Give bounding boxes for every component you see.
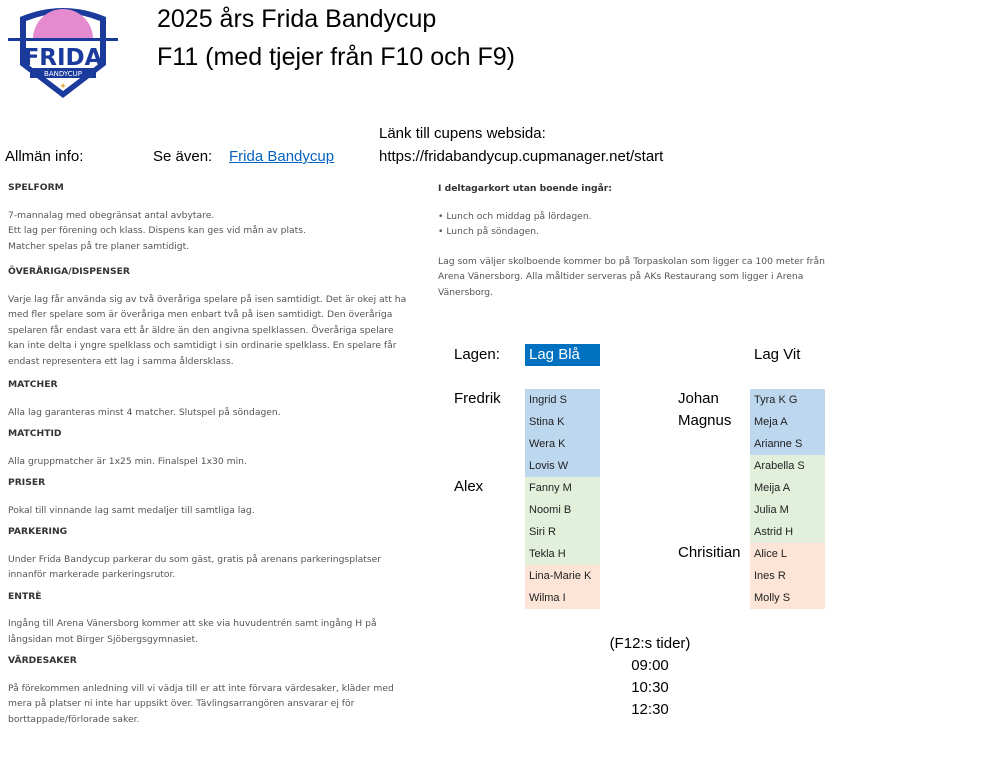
player-cell: Meija A	[750, 477, 825, 499]
section-heading: SPELFORM	[8, 182, 64, 193]
section-text: Varje lag får använda sig av två överåri…	[8, 293, 407, 367]
time-slot: 09:00	[631, 657, 669, 674]
section-heading: PARKERING	[8, 526, 68, 537]
section-text: Matcher spelas på tre planer samtidigt.	[8, 240, 190, 252]
times-label: (F12:s tider)	[609, 635, 691, 652]
page-title: 2025 års Frida Bandycup	[157, 5, 437, 33]
team-bla-header: Lag Blå	[525, 344, 600, 366]
player-cell: Noomi B	[525, 499, 600, 521]
website-url: https://fridabandycup.cupmanager.net/sta…	[379, 148, 664, 165]
section-heading: MATCHER	[8, 379, 58, 390]
section-text: Alla gruppmatcher är 1x25 min. Finalspel…	[8, 455, 247, 467]
time-slot: 10:30	[631, 679, 669, 696]
player-cell: Molly S	[750, 587, 825, 609]
coach-name: Fredrik	[454, 390, 501, 407]
section-heading: ÖVERÅRIGA/DISPENSER	[8, 266, 130, 277]
player-cell: Arianne S	[750, 433, 825, 455]
player-cell: Meja A	[750, 411, 825, 433]
player-cell: Siri R	[525, 521, 600, 543]
section-heading: ENTRÈ	[8, 590, 42, 602]
website-label: Länk till cupens websida:	[379, 125, 546, 142]
player-cell: Tekla H	[525, 543, 600, 565]
player-cell: Ingrid S	[525, 389, 600, 411]
frida-logo: FRIDA BANDYCUP ✦	[8, 3, 118, 101]
player-cell: Wilma I	[525, 587, 600, 609]
page-subtitle: F11 (med tjejer från F10 och F9)	[157, 43, 516, 71]
section-text: Ett lag per förening och klass. Dispens …	[8, 225, 306, 236]
time-slot: 12:30	[631, 701, 669, 718]
coach-name: Johan	[678, 390, 719, 407]
participant-item: • Lunch på söndagen.	[438, 226, 540, 237]
coach-name: Alex	[454, 478, 484, 495]
frida-bandycup-link[interactable]: Frida Bandycup	[229, 148, 335, 165]
team-bla-roster: Ingrid S Stina K Wera K Lovis W Fanny M Noomi…	[525, 389, 600, 609]
team-vit-header: Lag Vit	[754, 346, 801, 363]
general-info-label: Allmän info:	[5, 148, 84, 165]
player-cell: Julia M	[750, 499, 825, 521]
svg-text:BANDYCUP: BANDYCUP	[44, 70, 82, 78]
player-cell: Fanny M	[525, 477, 600, 499]
teams-label: Lagen:	[454, 346, 500, 363]
section-text: På förekommen anledning vill vi vädja ti…	[8, 682, 394, 725]
see-also-label: Se även:	[153, 148, 213, 165]
info-sections: SPELFORM 7-mannalag med obegränsat antal …	[8, 180, 408, 727]
section-text: 7-mannalag med obegränsat antal avbytare…	[8, 209, 215, 221]
player-cell: Wera K	[525, 433, 600, 455]
player-cell: Astrid H	[750, 521, 825, 543]
player-cell: Lovis W	[525, 455, 600, 477]
accommodation-text: Lag som väljer skolboende kommer bo på T…	[438, 255, 825, 298]
participant-card-info: I deltagarkort utan boende ingår: • Lunc…	[438, 181, 838, 300]
team-vit-roster: Tyra K G Meja A Arianne S Arabella S Meija A…	[750, 389, 825, 609]
player-cell: Arabella S	[750, 455, 825, 477]
section-text: Alla lag garanteras minst 4 matcher. Slu…	[8, 406, 281, 418]
player-cell: Tyra K G	[750, 389, 825, 411]
player-cell: Ines R	[750, 565, 825, 587]
player-cell: Lina-Marie K	[525, 565, 600, 587]
player-cell: Alice L	[750, 543, 825, 565]
section-heading: VÄRDESAKER	[8, 655, 77, 666]
svg-text:✦: ✦	[59, 81, 67, 91]
section-text: Pokal till vinnande lag samt medaljer ti…	[8, 504, 255, 516]
participant-card-heading: I deltagarkort utan boende ingår:	[438, 183, 612, 194]
coach-name: Chrisitian	[678, 544, 741, 561]
section-text: Under Frida Bandycup parkerar du som gäs…	[8, 553, 382, 581]
participant-item: • Lunch och middag på lördagen.	[438, 210, 592, 222]
section-heading: MATCHTID	[8, 428, 62, 439]
coach-name: Magnus	[678, 412, 732, 429]
svg-text:FRIDA: FRIDA	[24, 45, 103, 71]
section-heading: PRISER	[8, 477, 46, 488]
player-cell: Stina K	[525, 411, 600, 433]
section-text: Ingång till Arena Vänersborg kommer att …	[8, 618, 377, 645]
